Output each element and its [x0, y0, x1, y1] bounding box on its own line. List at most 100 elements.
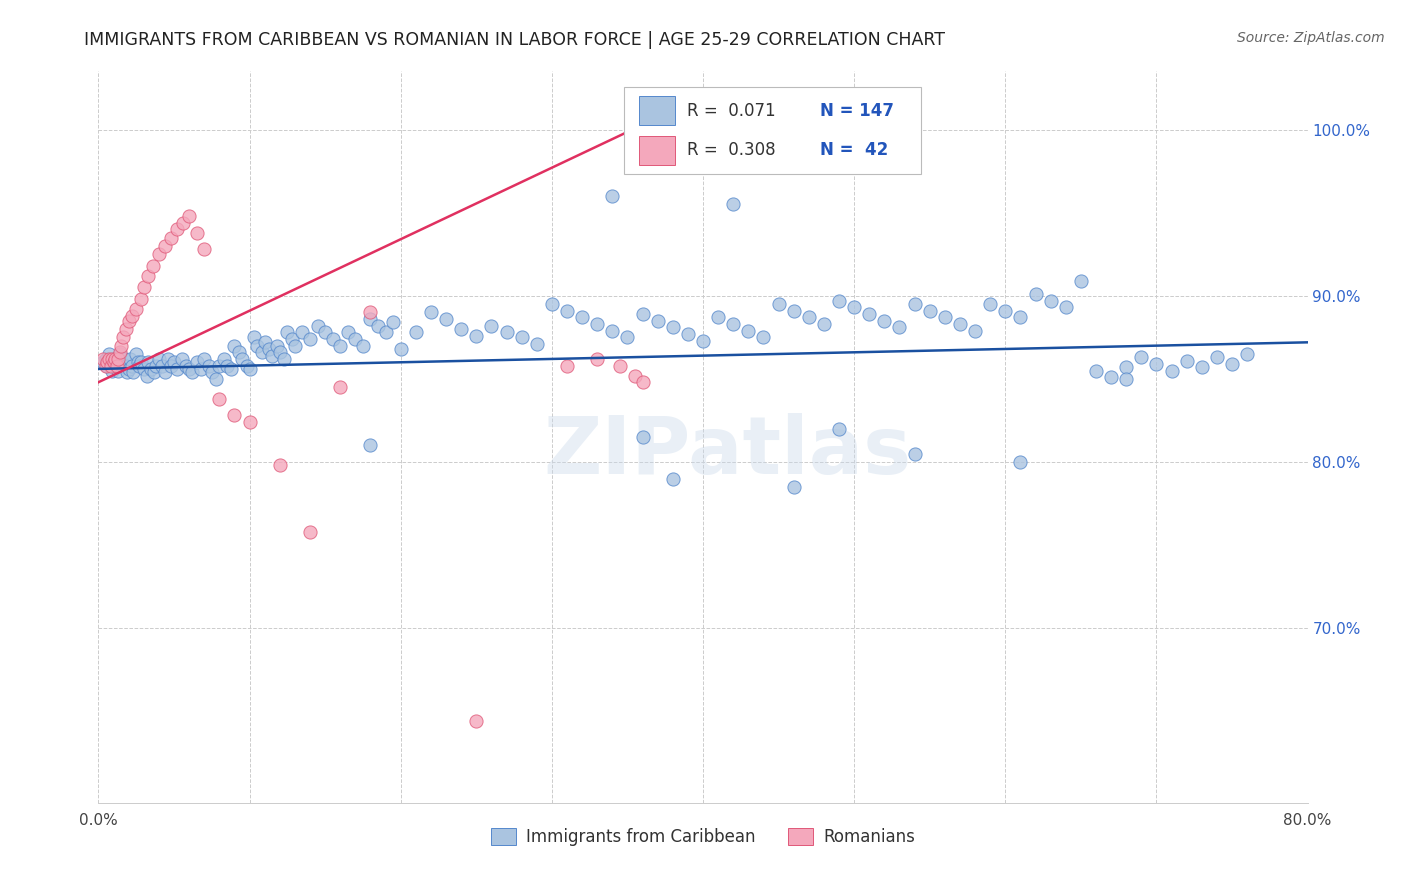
Text: N = 147: N = 147: [820, 102, 894, 120]
Point: [307, 318, 329, 333]
Point: [661, 472, 683, 486]
Point: [329, 338, 352, 352]
Point: [481, 318, 503, 333]
Point: [631, 307, 654, 321]
Point: [828, 293, 851, 308]
Point: [783, 480, 806, 494]
Point: [166, 222, 188, 236]
Point: [104, 359, 127, 373]
Point: [367, 318, 389, 333]
Point: [737, 324, 759, 338]
Point: [389, 342, 412, 356]
Point: [631, 375, 654, 389]
Point: [181, 365, 204, 379]
Point: [322, 332, 344, 346]
Point: [110, 338, 132, 352]
Point: [889, 320, 911, 334]
Point: [221, 362, 243, 376]
Point: [215, 359, 238, 373]
Point: [1010, 310, 1032, 325]
Point: [291, 326, 314, 340]
Point: [1191, 360, 1213, 375]
Point: [281, 332, 304, 346]
Text: R =  0.308: R = 0.308: [688, 141, 776, 160]
Point: [186, 226, 208, 240]
Point: [276, 326, 298, 340]
Point: [1085, 363, 1108, 377]
Point: [115, 365, 138, 379]
Point: [768, 297, 790, 311]
Point: [1160, 363, 1182, 377]
Point: [246, 338, 269, 352]
Text: IMMIGRANTS FROM CARIBBEAN VS ROMANIAN IN LABOR FORCE | AGE 25-29 CORRELATION CHA: IMMIGRANTS FROM CARIBBEAN VS ROMANIAN IN…: [84, 31, 945, 49]
Point: [125, 301, 148, 316]
Point: [374, 326, 396, 340]
Point: [193, 242, 215, 256]
Point: [91, 351, 114, 366]
Point: [979, 297, 1001, 311]
Point: [104, 351, 127, 366]
Point: [148, 247, 170, 261]
Point: [120, 351, 142, 366]
Point: [329, 380, 352, 394]
Point: [243, 330, 266, 344]
Point: [465, 714, 488, 729]
Point: [949, 317, 972, 331]
Point: [284, 338, 307, 352]
Point: [101, 351, 124, 366]
Point: [136, 268, 159, 283]
Point: [692, 334, 714, 348]
Point: [555, 359, 578, 373]
FancyBboxPatch shape: [638, 136, 675, 165]
Point: [111, 330, 134, 344]
Point: [112, 351, 135, 366]
Point: [382, 315, 405, 329]
Point: [269, 458, 291, 473]
Point: [1175, 353, 1198, 368]
Point: [103, 355, 125, 369]
Point: [136, 355, 159, 369]
Legend: Immigrants from Caribbean, Romanians: Immigrants from Caribbean, Romanians: [484, 822, 922, 853]
Point: [336, 326, 359, 340]
Point: [235, 359, 257, 373]
Point: [228, 345, 250, 359]
Point: [450, 322, 472, 336]
Point: [314, 326, 336, 340]
Point: [153, 365, 176, 379]
Point: [129, 292, 152, 306]
Point: [250, 345, 273, 359]
Point: [208, 392, 231, 406]
Point: [934, 310, 956, 325]
Point: [94, 359, 117, 373]
Point: [360, 312, 382, 326]
Point: [98, 351, 121, 366]
Point: [873, 314, 896, 328]
Point: [253, 335, 276, 350]
Point: [129, 355, 152, 369]
Point: [434, 312, 457, 326]
Point: [273, 351, 295, 366]
Point: [1099, 370, 1122, 384]
Point: [96, 359, 118, 373]
Point: [844, 301, 866, 315]
Point: [100, 355, 122, 369]
Point: [918, 303, 941, 318]
Point: [239, 415, 262, 429]
Point: [170, 351, 193, 366]
Point: [239, 362, 262, 376]
Point: [299, 332, 322, 346]
Point: [1220, 357, 1243, 371]
Point: [858, 307, 880, 321]
Point: [114, 359, 136, 373]
Point: [1130, 351, 1153, 365]
Point: [1024, 287, 1046, 301]
Point: [121, 309, 143, 323]
Point: [707, 310, 730, 325]
Point: [166, 362, 188, 376]
Point: [360, 305, 382, 319]
Point: [94, 351, 117, 366]
Point: [828, 422, 851, 436]
Point: [602, 324, 624, 338]
Point: [132, 280, 155, 294]
Point: [1206, 351, 1229, 365]
